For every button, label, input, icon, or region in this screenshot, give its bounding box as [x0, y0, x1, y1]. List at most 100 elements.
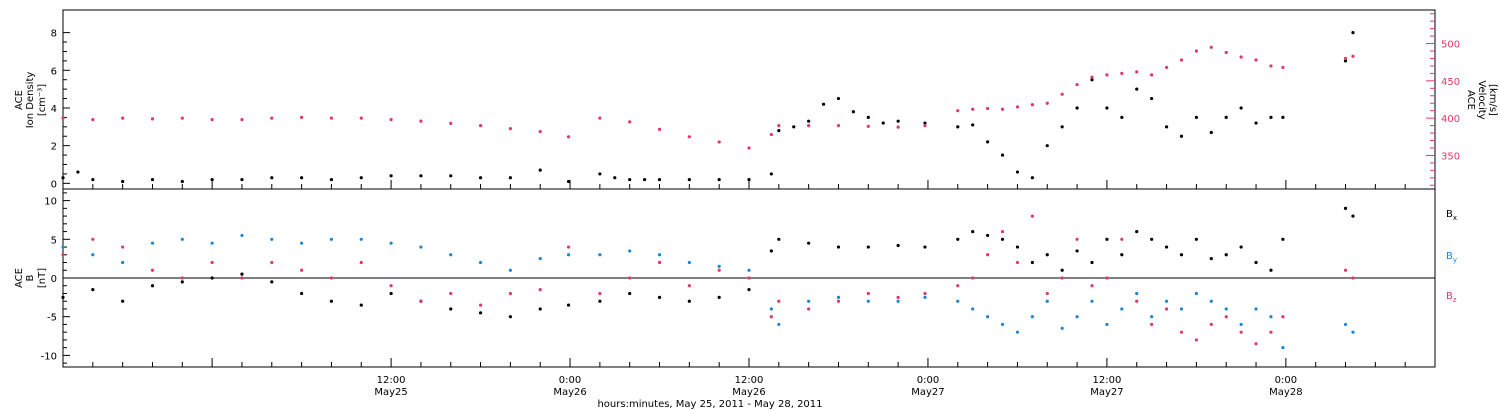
bottom-series-0-point	[180, 280, 184, 284]
bottom-ylabel-line2: B	[25, 274, 36, 281]
bottom-series-2-point	[1224, 315, 1228, 319]
bottom-series-0-point	[1254, 260, 1258, 265]
bottom-series-1-point	[359, 237, 363, 241]
bottom-series-1-point	[91, 253, 95, 257]
top-series-1-point	[598, 116, 602, 120]
top-series-1-point	[1281, 65, 1285, 70]
bottom-series-1-point	[598, 253, 602, 257]
bottom-series-2-point	[566, 245, 571, 249]
bottom-series-1-point	[1120, 307, 1124, 311]
bottom-series-2-point	[1015, 260, 1020, 265]
top-series-0-point	[1075, 106, 1079, 110]
top-series-0-point	[1254, 121, 1258, 125]
top-right-tick-label: 350	[1441, 151, 1460, 162]
top-series-1-point	[270, 116, 274, 120]
bottom-series-1-point	[300, 241, 304, 245]
top-series-0-point	[687, 177, 691, 182]
bottom-series-0-point	[866, 245, 870, 249]
bottom-series-2-point	[866, 291, 870, 296]
bottom-series-1-point	[449, 253, 453, 257]
bottom-series-1-point	[1135, 291, 1139, 296]
top-series-0-point	[1194, 115, 1198, 119]
x-tick-day-label: May26	[553, 387, 586, 398]
bottom-series-0-point	[1015, 245, 1020, 249]
bottom-series-0-point	[508, 315, 512, 319]
top-series-0-point	[1239, 106, 1243, 110]
bottom-series-1-point	[1164, 299, 1169, 303]
bottom-series-2-point	[359, 260, 363, 265]
top-series-1-point	[1090, 75, 1094, 79]
top-series-1-point	[389, 118, 393, 122]
top-series-0-point	[300, 176, 304, 180]
bottom-series-1-point	[986, 315, 990, 319]
top-series-0-point	[657, 177, 662, 182]
bottom-series-0-point	[807, 241, 811, 245]
bottom-series-2-point	[121, 245, 125, 249]
top-series-0-point	[1120, 115, 1124, 119]
top-left-tick-label: 4	[51, 104, 57, 115]
top-series-0-point	[881, 121, 885, 125]
bottom-series-1-point	[866, 299, 870, 303]
top-left-ylabel-line2: Ion Density	[25, 72, 36, 129]
bottom-series-2-point	[836, 299, 841, 303]
bottom-ylabel-unit: [nT]	[37, 268, 48, 288]
bottom-series-1-point	[419, 245, 423, 249]
top-series-0-point	[91, 177, 95, 182]
bottom-series-2-point	[777, 299, 781, 303]
top-series-1-point	[478, 124, 483, 128]
top-series-0-point	[240, 177, 244, 182]
top-series-1-point	[777, 124, 781, 128]
bottom-series-1-point	[1150, 315, 1154, 319]
bottom-tick-label: 5	[51, 235, 57, 246]
bottom-series-2-point	[657, 260, 662, 265]
x-tick-time-label: 12:00	[377, 375, 406, 386]
bottom-series-0-point	[449, 307, 453, 311]
top-series-1-point	[300, 115, 304, 119]
top-series-0-point	[971, 123, 975, 127]
bottom-tick-label: 0	[51, 274, 57, 285]
bottom-series-1-point	[628, 249, 632, 253]
bottom-series-0-point	[61, 295, 65, 299]
top-series-0-point	[1179, 134, 1184, 138]
bottom-series-2-point	[1075, 237, 1079, 241]
bottom-series-1-point	[1105, 322, 1109, 327]
top-series-1-point	[717, 140, 721, 144]
bottom-series-0-point	[628, 291, 632, 296]
top-series-0-point	[210, 177, 214, 182]
top-series-1-point	[896, 125, 900, 129]
bottom-series-1-point	[896, 299, 900, 303]
top-panel-frame	[62, 9, 1436, 190]
top-series-0-point	[1351, 31, 1355, 35]
top-series-1-point	[180, 116, 184, 120]
bottom-series-2-point	[538, 288, 542, 292]
top-series-1-point	[150, 117, 155, 121]
bottom-series-2-point	[300, 268, 304, 272]
bottom-series-0-point	[769, 249, 773, 253]
bottom-series-2-point	[1060, 276, 1064, 280]
bottom-series-1-point	[747, 268, 751, 272]
top-series-0-point	[628, 177, 632, 182]
bottom-series-0-point	[836, 245, 841, 249]
top-series-1-point	[419, 119, 423, 123]
top-series-1-point	[1135, 70, 1139, 74]
top-series-0-point	[566, 179, 571, 184]
bottom-series-2-point	[986, 253, 990, 257]
bottom-series-2-point	[1343, 268, 1348, 272]
top-series-0-point	[180, 179, 184, 184]
top-series-1-point	[1105, 73, 1109, 77]
bottom-series-1-point	[956, 299, 960, 303]
top-series-1-point	[91, 118, 95, 122]
top-series-1-point	[747, 146, 751, 150]
top-series-0-point	[1209, 130, 1213, 135]
bottom-series-1-point	[210, 241, 214, 245]
legend-label: Bz	[1446, 291, 1457, 304]
top-series-1-point	[240, 118, 244, 122]
bottom-series-1-point	[923, 295, 927, 299]
bottom-series-2-point	[1150, 322, 1154, 327]
top-series-1-point	[1120, 71, 1124, 75]
bottom-series-1-point	[1194, 291, 1198, 296]
bottom-series-2-point	[971, 276, 975, 280]
top-series-1-point	[1209, 45, 1213, 49]
bottom-series-2-point	[1351, 276, 1355, 280]
bottom-series-2-point	[1194, 338, 1198, 342]
